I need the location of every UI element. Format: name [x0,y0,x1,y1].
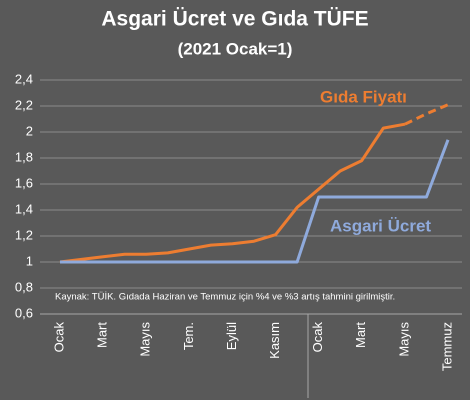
x-tick-label: Tem. [181,322,196,350]
x-tick-label: Mayıs [396,322,411,357]
x-tick-label: Mayıs [138,322,153,357]
series-line [59,122,406,264]
y-tick-label: 2 [26,123,33,138]
x-tick-label: Kasım [267,322,282,359]
chart-subtitle: (2021 Ocak=1) [178,39,293,58]
chart-title: Asgari Ücret ve Gıda TÜFE [101,8,368,31]
x-tick-label: Mart [95,322,110,348]
x-tick-label: Mart [353,322,368,348]
annotation: Kaynak: TÜİK. Gıdada Haziran ve Temmuz i… [55,292,395,303]
series-line [60,139,450,264]
x-tick-label: Ocak [51,322,66,353]
series-line [404,103,449,126]
y-tick-label: 1,8 [15,149,33,164]
y-tick-label: 0,8 [15,279,33,294]
x-tick-label: Ocak [310,322,325,353]
y-tick-label: 1,6 [15,175,33,190]
y-tick-label: 1 [26,253,33,268]
y-tick-label: 1,2 [15,227,33,242]
legend-label: Gıda Fiyatı [320,87,407,106]
x-tick-label: Temmuz [439,322,454,371]
y-tick-label: 1,4 [15,201,33,216]
y-tick-label: 0,6 [15,305,33,320]
y-tick-label: 2,2 [15,97,33,112]
y-tick-label: 2,4 [15,71,33,86]
x-tick-label: Eylül [224,322,239,350]
legend-label: Asgari Ücret [330,216,431,235]
